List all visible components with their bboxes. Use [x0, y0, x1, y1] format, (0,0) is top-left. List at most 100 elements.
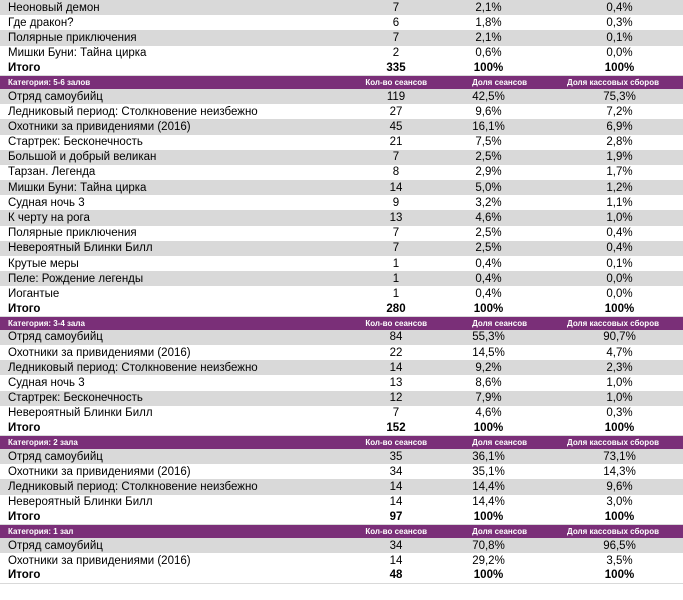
film-title: Йогантые [8, 287, 60, 300]
share-sessions: 4,6% [475, 212, 502, 225]
share-box-office: 0,0% [606, 47, 633, 60]
film-title: Отряд самоубийц [8, 90, 103, 103]
category-header-row: Категория: 1 зал Кол-во сеансов Доля сеанс… [0, 525, 683, 538]
table-row: Стартрек: Бесконечность 21 7,5% 2,8% [0, 135, 683, 150]
total-sessions: 48 [389, 569, 403, 582]
table-row: Охотники за привидениями (2016) 14 29,2% 3,… [0, 553, 683, 568]
total-share-box-office: 100% [604, 302, 635, 315]
table-row: Судная ночь 3 13 8,6% 1,0% [0, 375, 683, 390]
share-box-office: 1,9% [606, 151, 633, 164]
share-box-office: 0,0% [606, 272, 633, 285]
sessions-count: 22 [389, 346, 403, 359]
share-sessions: 14,4% [472, 496, 505, 509]
total-share-box-office: 100% [604, 421, 635, 434]
share-box-office: 1,1% [606, 196, 633, 209]
film-title: Невероятный Блинки Билл [8, 242, 153, 255]
table-row: Мишки Буни: Тайна цирка 2 0,6% 0,0% [0, 46, 683, 61]
category-header-row: Категория: 3-4 зала Кол-во сеансов Доля се… [0, 316, 683, 330]
table-row: Охотники за привидениями (2016) 22 14,5% 4,… [0, 345, 683, 360]
table-row: Тарзан. Легенда 8 2,9% 1,7% [0, 165, 683, 180]
film-title: Охотники за привидениями (2016) [8, 346, 191, 359]
sessions-count: 8 [392, 166, 400, 179]
table-row: Крутые меры 1 0,4% 0,1% [0, 256, 683, 271]
total-share-box-office: 100% [604, 569, 635, 582]
table-row: Невероятный Блинки Билл 14 14,4% 3,0% [0, 495, 683, 510]
share-sessions: 3,2% [475, 196, 502, 209]
sessions-count: 7 [392, 31, 400, 44]
film-title: Невероятный Блинки Билл [8, 407, 153, 420]
table-row: К черту на рога 13 4,6% 1,0% [0, 210, 683, 226]
total-share-sessions: 100% [473, 421, 504, 434]
share-sessions: 42,5% [472, 90, 505, 103]
column-header-share-sessions: Доля сеансов [472, 527, 527, 536]
column-header-sessions: Кол-во сеансов [365, 438, 427, 448]
sessions-count: 21 [389, 136, 403, 149]
share-sessions: 55,3% [472, 331, 505, 344]
sessions-count: 1 [392, 287, 400, 300]
total-label: Итого [8, 61, 41, 74]
sessions-count: 45 [389, 120, 403, 133]
film-title: Невероятный Блинки Билл [8, 496, 153, 509]
table-row: Отряд самоубийц 34 70,8% 96,5% [0, 538, 683, 554]
share-box-office: 75,3% [603, 90, 636, 103]
sessions-count: 2 [392, 47, 400, 60]
table-row: Полярные приключения 7 2,5% 0,4% [0, 226, 683, 241]
column-header-sessions: Кол-во сеансов [365, 77, 427, 87]
total-share-sessions: 100% [473, 302, 504, 315]
column-header-share-sessions: Доля сеансов [472, 77, 527, 87]
sessions-count: 7 [392, 407, 400, 420]
sessions-count: 9 [392, 196, 400, 209]
sessions-count: 119 [386, 90, 406, 103]
table-row: Охотники за привидениями (2016) 34 35,1% 14… [0, 464, 683, 479]
share-sessions: 5,0% [475, 181, 502, 194]
table-row: Большой и добрый великан 7 2,5% 1,9% [0, 149, 683, 165]
share-sessions: 14,5% [472, 346, 505, 359]
share-box-office: 90,7% [603, 331, 636, 344]
table-row: Отряд самоубийц 35 36,1% 73,1% [0, 449, 683, 465]
film-title: Мишки Буни: Тайна цирка [8, 47, 147, 60]
table-row: Ледниковый период: Столкновение неизбежн… [0, 360, 683, 376]
table-row: Йогантые 1 0,4% 0,0% [0, 286, 683, 301]
share-box-office: 0,4% [606, 242, 633, 255]
share-box-office: 2,3% [606, 361, 633, 374]
total-sessions: 97 [389, 510, 403, 523]
total-row: Итого 280 100% 100% [0, 302, 683, 317]
table-row: Ледниковый период: Столкновение неизбежн… [0, 104, 683, 119]
share-sessions: 8,6% [475, 376, 502, 389]
total-sessions: 152 [386, 421, 406, 434]
film-title: Ледниковый период: Столкновение неизбежн… [8, 361, 258, 374]
share-box-office: 0,4% [606, 1, 633, 14]
sessions-count: 13 [389, 212, 403, 225]
total-share-box-office: 100% [604, 510, 635, 523]
share-box-office: 2,8% [606, 136, 633, 149]
category-title: Категория: 2 зала [8, 438, 78, 448]
box-office-table: Неоновый демон 7 2,1% 0,4% Где дракон? 6 1,8% 0… [0, 0, 683, 584]
film-title: Охотники за привидениями (2016) [8, 554, 191, 567]
table-row: Отряд самоубийц 84 55,3% 90,7% [0, 329, 683, 345]
share-sessions: 0,6% [475, 47, 502, 60]
sessions-count: 14 [389, 181, 403, 194]
sessions-count: 14 [389, 361, 403, 374]
column-header-sessions: Кол-во сеансов [365, 318, 427, 328]
film-title: Полярные приключения [8, 227, 137, 240]
film-title: Ледниковый период: Столкновение неизбежн… [8, 481, 258, 494]
share-box-office: 0,0% [606, 287, 633, 300]
film-title: Судная ночь 3 [8, 376, 85, 389]
share-sessions: 7,9% [475, 392, 502, 405]
total-label: Итого [8, 302, 41, 315]
film-title: К черту на рога [8, 212, 90, 225]
total-row: Итого 97 100% 100% [0, 510, 683, 525]
total-share-sessions: 100% [473, 510, 504, 523]
share-sessions: 1,8% [475, 16, 502, 29]
table-row: Отряд самоубийц 119 42,5% 75,3% [0, 88, 683, 105]
sessions-count: 12 [389, 392, 403, 405]
film-title: Охотники за привидениями (2016) [8, 465, 191, 478]
total-sessions: 335 [386, 61, 406, 74]
share-box-office: 0,1% [606, 31, 633, 44]
film-title: Полярные приключения [8, 31, 137, 44]
share-sessions: 2,1% [475, 1, 502, 14]
share-box-office: 1,0% [606, 212, 633, 225]
film-title: Стартрек: Бесконечность [8, 392, 143, 405]
table-row: Неоновый демон 7 2,1% 0,4% [0, 0, 683, 16]
film-title: Ледниковый период: Столкновение неизбежн… [8, 105, 258, 118]
